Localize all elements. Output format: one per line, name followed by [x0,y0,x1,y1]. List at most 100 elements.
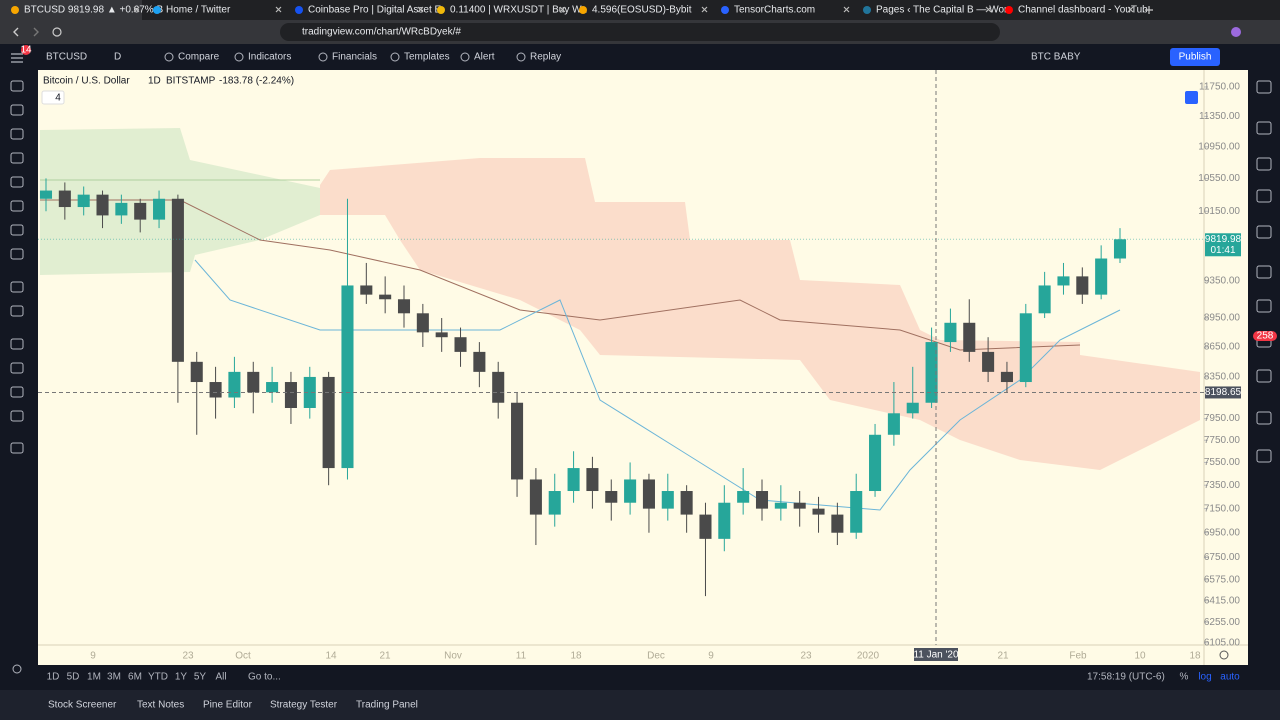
range-button[interactable]: 5D [67,672,80,683]
tab-title[interactable]: 4.596(EOSUSD)-Bybit [592,5,692,16]
toolbar-button[interactable]: Financials [332,52,377,63]
candle-body [737,491,750,503]
toolbar-button[interactable]: Alert [474,52,495,63]
legend-change: -183.78 (-2.24%) [219,76,294,87]
candle-body [492,371,505,403]
date-label: 18 [570,651,582,662]
candle-body [831,514,844,533]
candle-body [266,382,279,393]
toolbar-button[interactable]: Indicators [248,52,291,63]
price-tick-label: 6950.00 [1204,527,1241,538]
price-tick-label: 6255.00 [1204,617,1241,628]
menu[interactable] [11,53,23,63]
drawing-tool[interactable] [10,176,24,188]
scale-option[interactable]: % [1180,672,1189,683]
price-tick-label: 9350.00 [1204,276,1241,287]
range-button[interactable]: All [215,672,226,683]
range-button[interactable]: 1D [47,672,60,683]
candle-body [624,479,637,503]
tab-title[interactable]: Home / Twitter [166,5,231,16]
nav-back[interactable] [13,27,19,37]
candle-body [1057,276,1070,286]
toolbar-button[interactable]: Compare [178,52,220,63]
sidebar-tool[interactable] [1256,369,1272,383]
range-button[interactable]: YTD [148,672,168,683]
drawing-tool[interactable] [10,362,24,374]
nav-forward[interactable] [33,27,39,37]
crosshair-price-box [1205,386,1241,399]
tab-title[interactable]: Pages ‹ The Capital B — Wor [876,5,1008,16]
drawing-tool[interactable] [10,80,24,92]
candle-body [567,468,580,492]
range-button[interactable]: 6M [128,672,142,683]
range-button[interactable]: 5Y [194,672,207,683]
layout-name[interactable]: BTC BABY [1031,52,1081,63]
drawing-tool[interactable] [10,281,24,293]
right-sidebar [1248,70,1280,720]
sidebar-tool[interactable] [1256,189,1272,203]
reload[interactable] [52,27,62,37]
toolbar-button[interactable]: Templates [404,52,450,63]
date-label: 23 [800,651,812,662]
chart-settings[interactable] [1219,650,1229,660]
crosshair-price-label: 8198.65 [1205,387,1242,398]
url-text[interactable]: tradingview.com/chart/WRcBDyek/# [302,27,461,38]
publish-label[interactable]: Publish [1179,52,1212,63]
go-to-date[interactable]: Go to... [248,672,281,683]
active-tab[interactable] [0,0,142,20]
new-tab[interactable] [1145,6,1153,14]
drawing-tool[interactable] [10,224,24,236]
sidebar-tool[interactable] [1256,449,1272,463]
sidebar-tool[interactable] [1256,225,1272,239]
range-button[interactable]: 1Y [175,672,188,683]
tab-title[interactable]: TensorCharts.com [734,5,815,16]
panel-tab[interactable]: Pine Editor [203,700,253,711]
interval[interactable]: D [114,52,121,63]
candle-body [661,491,674,509]
drawing-tool[interactable] [10,442,24,454]
tab-title[interactable]: BTCUSD 9819.98 ▲ +0.67% B [24,5,163,16]
indicators-toggle[interactable] [41,90,65,105]
drawing-tool[interactable] [10,338,24,350]
panel-tab[interactable]: Text Notes [137,700,184,711]
sidebar-tool[interactable] [1256,299,1272,313]
candle-body [642,479,655,509]
drawing-tool[interactable] [10,305,24,317]
candle-body [906,402,919,414]
drawing-tool[interactable] [10,248,24,260]
sidebar-tool[interactable] [1256,121,1272,135]
profile[interactable] [1231,27,1241,37]
panel-tab[interactable]: Strategy Tester [270,700,338,711]
toolbar-icon [318,52,328,62]
candle-body [379,294,392,300]
tab-title[interactable]: Coinbase Pro | Digital Asset E [308,5,442,16]
scale-option[interactable]: auto [1220,672,1240,683]
drawing-tool[interactable] [10,200,24,212]
drawing-tool[interactable] [10,104,24,116]
price-tick-label: 6750.00 [1204,552,1241,563]
tab-title[interactable]: 0.11400 | WRXUSDT | Buy Wa [450,5,587,16]
indicators-count[interactable]: 4 [55,93,61,104]
range-button[interactable]: 3M [107,672,121,683]
object-tree-button[interactable] [1185,91,1198,104]
sidebar-tool[interactable] [1256,80,1272,94]
sidebar-tool[interactable] [1256,157,1272,171]
scale-option[interactable]: log [1198,672,1211,683]
panel-tab[interactable]: Stock Screener [48,700,117,711]
drawing-tool[interactable] [10,386,24,398]
date-label: Oct [235,651,251,662]
star-icon[interactable] [12,664,22,674]
publish-button[interactable] [1170,48,1220,66]
symbol-search[interactable]: BTCUSD [46,52,87,63]
tab-title[interactable]: Channel dashboard - YouTub [1018,5,1148,16]
drawing-tool[interactable] [10,410,24,422]
sidebar-tool[interactable] [1256,411,1272,425]
drawing-tool[interactable] [10,152,24,164]
price-tick-label: 6105.00 [1204,637,1241,648]
panel-tab[interactable]: Trading Panel [356,700,418,711]
sidebar-tool[interactable] [1256,265,1272,279]
url-field[interactable] [280,23,1000,41]
toolbar-button[interactable]: Replay [530,52,561,63]
drawing-tool[interactable] [10,128,24,140]
range-button[interactable]: 1M [87,672,101,683]
